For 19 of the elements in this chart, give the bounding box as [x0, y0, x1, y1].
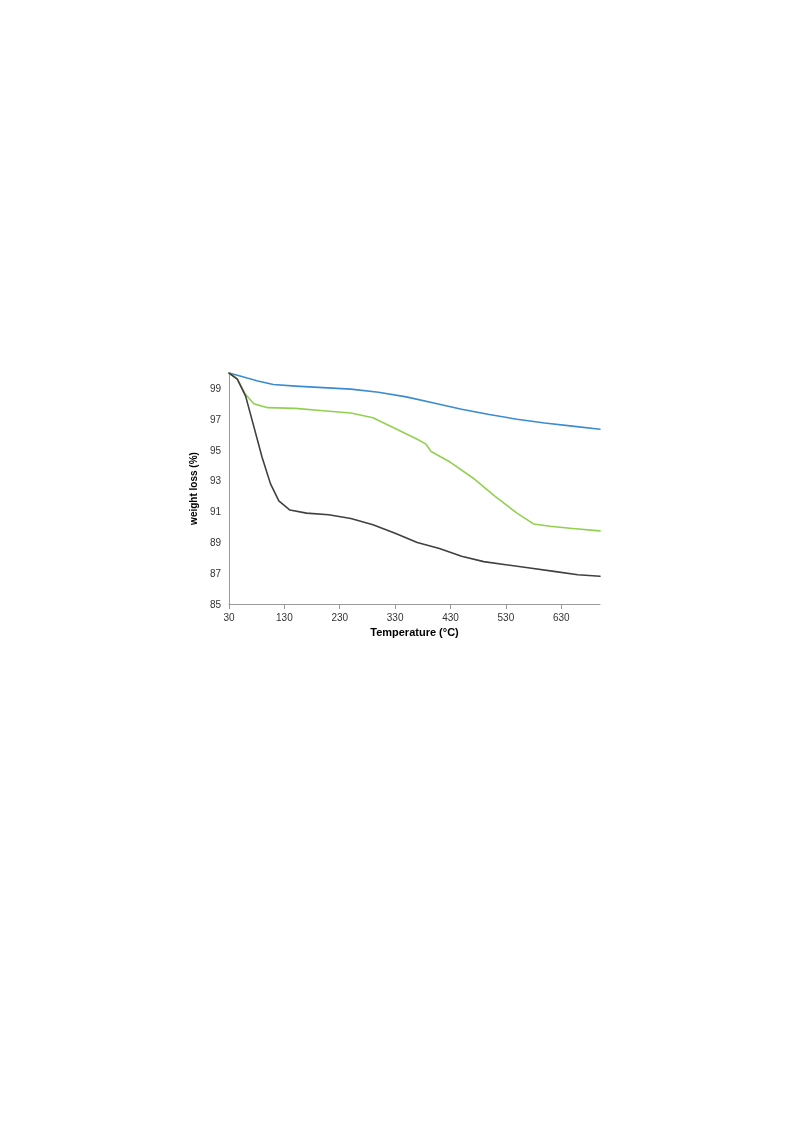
y-tick-label: 87 [209, 567, 222, 579]
x-tick-label: 30 [223, 611, 235, 623]
y-axis-title: weight loss (%) [188, 452, 200, 526]
line-series [228, 372, 601, 578]
x-tick-label: 130 [276, 611, 294, 623]
line-series [228, 372, 601, 431]
y-tick-label: 99 [209, 382, 222, 394]
y-tick-label: 97 [209, 413, 222, 425]
y-tick-label: 93 [209, 475, 222, 487]
x-tick-label: 630 [552, 611, 571, 623]
x-axis-title: Temperature (°C) [370, 626, 460, 639]
x-tick-label: 430 [442, 611, 460, 623]
x-tick-label: 230 [331, 611, 349, 623]
y-tick-label: 89 [209, 536, 222, 548]
y-tick-label: 91 [209, 506, 222, 518]
y-tick-label: 85 [209, 598, 222, 610]
y-tick-label: 95 [209, 444, 222, 456]
x-tick-label: 330 [386, 611, 404, 623]
x-tick-label: 530 [497, 611, 515, 623]
